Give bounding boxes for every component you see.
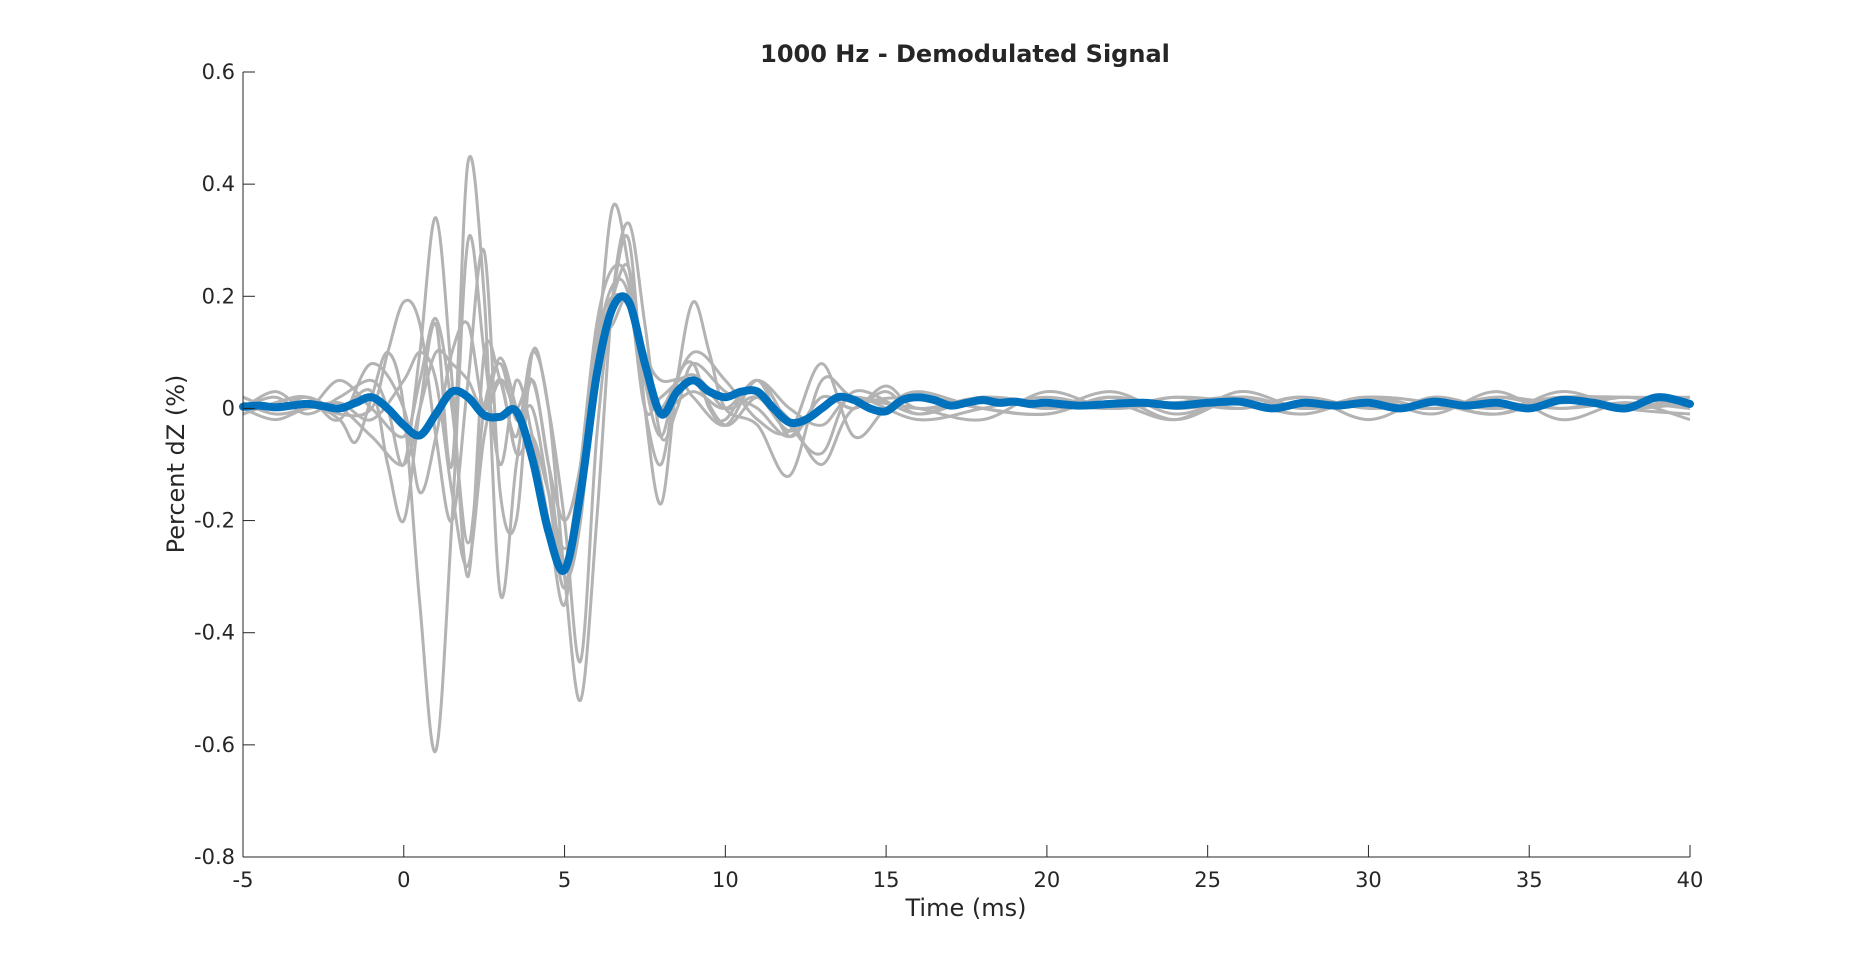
y-axis-label: Percent dZ (%): [162, 375, 190, 554]
x-tick-label: 30: [1355, 868, 1382, 892]
y-tick-label: 0.2: [202, 284, 235, 308]
x-tick-label: 0: [397, 868, 410, 892]
y-tick-label: -0.6: [194, 733, 235, 757]
x-tick-label: 35: [1516, 868, 1543, 892]
x-tick-label: 5: [558, 868, 571, 892]
trial-lines: [242, 155, 1691, 754]
trial-line-1: [242, 234, 1691, 754]
y-tick-label: 0.4: [202, 172, 235, 196]
y-tick-label: -0.8: [194, 845, 235, 869]
chart-title: 1000 Hz - Demodulated Signal: [760, 40, 1170, 68]
trial-line-8: [242, 294, 1691, 569]
y-tick-label: -0.2: [194, 509, 235, 533]
axes: [242, 72, 1690, 858]
x-ticks: -5 0 5 10 15 20 25 30 35 40: [233, 845, 1704, 892]
mean-line-layer: [239, 292, 1694, 575]
x-tick-label: 15: [873, 868, 900, 892]
x-tick-label: 10: [712, 868, 739, 892]
x-tick-label: 20: [1034, 868, 1061, 892]
mean-line: [239, 292, 1694, 575]
y-tick-label: 0.6: [202, 60, 235, 84]
y-tick-label: 0: [222, 396, 235, 420]
x-tick-label: 25: [1194, 868, 1221, 892]
y-tick-label: -0.4: [194, 621, 235, 645]
y-ticks: -0.8 -0.6 -0.4 -0.2 0 0.2 0.4 0.6: [194, 60, 255, 869]
trial-line-2: [242, 216, 1691, 702]
trial-line-6: [242, 277, 1691, 580]
x-axis-label: Time (ms): [905, 894, 1027, 922]
trial-line-4: [242, 234, 1690, 664]
x-tick-label: 40: [1677, 868, 1704, 892]
x-tick-label: -5: [233, 868, 254, 892]
